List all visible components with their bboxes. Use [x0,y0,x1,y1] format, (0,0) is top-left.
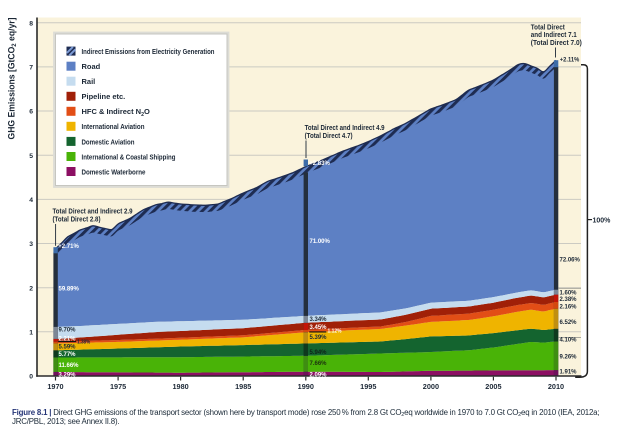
svg-text:Indirect Emissions from Electr: Indirect Emissions from Electricity Gene… [82,47,215,56]
svg-text:59.89%: 59.89% [59,286,80,292]
svg-text:9.70%: 9.70% [59,328,77,334]
svg-text:4.10%: 4.10% [560,337,578,343]
svg-text:Total Direct: Total Direct [531,24,566,31]
svg-text:6: 6 [29,109,33,116]
svg-text:3.34%: 3.34% [310,317,328,323]
svg-text:1.91%: 1.91% [560,369,578,375]
svg-text:1995: 1995 [360,382,376,391]
svg-text:100%: 100% [593,217,612,224]
svg-text:(Total Direct 4.7): (Total Direct 4.7) [305,133,353,140]
svg-text:and Indirect 7.1: and Indirect 7.1 [531,32,577,39]
svg-text:International Aviation: International Aviation [82,122,145,131]
svg-text:4: 4 [29,197,33,204]
svg-text:International & Coastal Shippi: International & Coastal Shipping [82,152,176,161]
svg-text:GHG Emissions [GtCO2 eq/yr]: GHG Emissions [GtCO2 eq/yr] [6,17,18,139]
svg-text:Rail: Rail [82,77,96,86]
svg-text:Domestic Waterborne: Domestic Waterborne [82,167,146,176]
svg-text:+2.11%: +2.11% [560,57,580,64]
svg-text:3.29%: 3.29% [59,373,77,379]
svg-text:2.09%: 2.09% [310,373,328,379]
svg-text:+2.83%: +2.83% [309,161,330,167]
svg-text:1980: 1980 [172,382,188,391]
svg-text:Domestic Aviation: Domestic Aviation [82,137,135,146]
svg-text:2: 2 [29,285,33,292]
svg-text:1.38%: 1.38% [77,339,90,345]
svg-text:2.21%: 2.21% [59,337,77,343]
svg-text:1: 1 [29,330,33,337]
svg-text:0: 0 [29,374,33,381]
svg-text:2000: 2000 [423,382,439,391]
svg-text:5: 5 [29,153,33,160]
svg-text:2.16%: 2.16% [560,305,578,311]
svg-text:5.94%: 5.94% [310,350,328,356]
svg-text:5.77%: 5.77% [59,352,77,358]
svg-text:8: 8 [29,20,33,27]
svg-text:Total Direct and Indirect 2.9: Total Direct and Indirect 2.9 [53,209,133,216]
svg-text:(Total Direct 2.8): (Total Direct 2.8) [53,217,101,224]
svg-text:5.59%: 5.59% [59,345,77,351]
svg-text:11.66%: 11.66% [59,363,80,369]
svg-text:1.12%: 1.12% [328,329,343,335]
svg-text:3: 3 [29,241,33,248]
svg-text:Road: Road [82,62,101,71]
svg-text:1985: 1985 [235,382,251,391]
svg-text:3.45%: 3.45% [310,325,328,331]
svg-text:2.38%: 2.38% [560,297,578,303]
svg-text:(Total Direct 7.0): (Total Direct 7.0) [531,40,582,47]
svg-text:6.52%: 6.52% [560,320,578,326]
svg-text:5.39%: 5.39% [310,335,328,341]
svg-text:+2.71%: +2.71% [58,244,79,250]
svg-text:2010: 2010 [548,382,564,391]
svg-text:71.00%: 71.00% [310,239,331,245]
svg-text:7: 7 [29,65,33,72]
svg-text:1990: 1990 [298,382,314,391]
svg-text:1.60%: 1.60% [560,290,578,296]
svg-text:72.06%: 72.06% [560,257,581,263]
svg-text:7.66%: 7.66% [310,361,328,367]
svg-text:1970: 1970 [47,382,63,391]
svg-text:HFC & Indirect N2O: HFC & Indirect N2O [82,107,150,118]
svg-text:1975: 1975 [110,382,126,391]
svg-text:Total Direct and Indirect 4.9: Total Direct and Indirect 4.9 [305,125,385,132]
svg-text:Pipeline etc.: Pipeline etc. [82,92,126,101]
svg-text:9.26%: 9.26% [560,354,578,360]
svg-text:2005: 2005 [485,382,501,391]
